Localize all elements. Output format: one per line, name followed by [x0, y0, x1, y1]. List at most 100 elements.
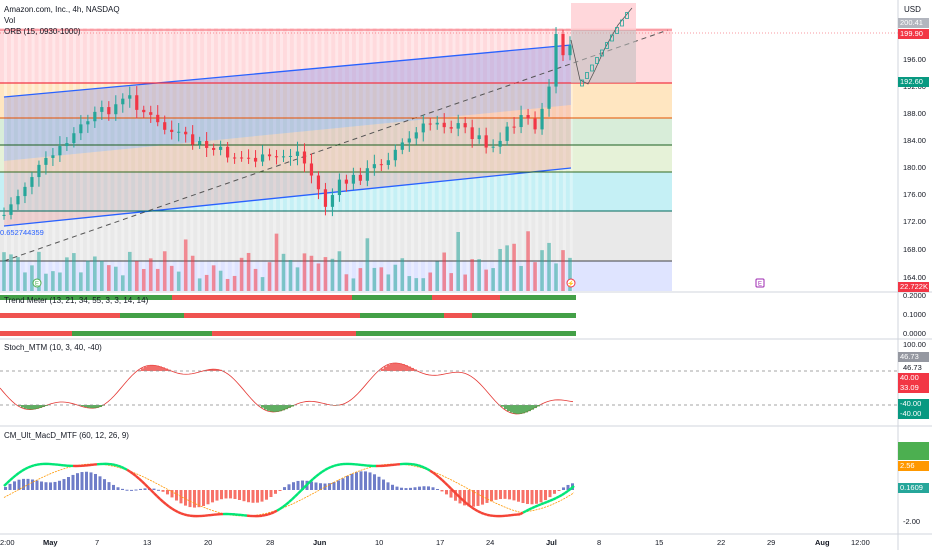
macd-line: [297, 489, 302, 495]
trend-cell-bar2: [288, 313, 292, 318]
trend-cell-bar3: [216, 331, 220, 336]
session-stripe: [528, 0, 532, 534]
trend-cell-bar3: [316, 331, 320, 336]
volume-bar: [155, 268, 160, 291]
volume-bar: [505, 245, 509, 291]
stoch-os-fill: [276, 405, 279, 412]
trend-cell-bar1: [380, 295, 384, 300]
trend-cell-bar2: [400, 313, 404, 318]
volume-legend[interactable]: Vol: [4, 16, 16, 25]
volume-bar: [260, 277, 265, 291]
trend-cell-bar3: [68, 331, 72, 336]
trend-cell-bar3: [412, 331, 416, 336]
macd-hist: [431, 487, 435, 490]
trend-cell-bar1: [160, 295, 164, 300]
orb-legend[interactable]: ORB (15, 0930-1000): [4, 27, 81, 36]
macd-hist: [512, 490, 516, 501]
macd-line: [450, 487, 455, 493]
macd-line: [528, 507, 533, 511]
macd-line: [522, 509, 527, 514]
trend-cell-bar3: [224, 331, 228, 336]
trend-cell-bar1: [516, 295, 520, 300]
macd-hist: [526, 490, 529, 504]
earnings-marker-3[interactable]: E: [755, 278, 765, 288]
stoch-ob-fill: [408, 366, 411, 371]
trend-cell-bar1: [472, 295, 476, 300]
candle-body: [93, 111, 97, 122]
macd-hist: [535, 490, 538, 504]
macd-hist: [98, 476, 102, 490]
trend-cell-bar2: [156, 313, 160, 318]
macd-hist: [359, 471, 363, 490]
trend-cell-bar2: [100, 313, 104, 318]
trend-cell-bar3: [480, 331, 484, 336]
macd-line: [558, 493, 563, 498]
trend-cell-bar1: [504, 295, 508, 300]
macd-line: [432, 471, 437, 476]
trend-cell-bar1: [340, 295, 344, 300]
macd-line: [561, 492, 566, 496]
macd-hist: [89, 472, 93, 490]
zone-blue: [0, 261, 672, 291]
trend-cell-bar3: [200, 331, 204, 336]
forecast-candle: [585, 72, 589, 79]
macd-hist: [386, 482, 390, 490]
trend-cell-bar2: [92, 313, 96, 318]
trend-cell-bar3: [428, 331, 432, 336]
candle-body: [51, 155, 55, 158]
stoch-title[interactable]: Stoch_MTM (10, 3, 40, -40): [4, 343, 102, 352]
stoch-os-fill: [531, 405, 534, 410]
trend-cell-bar3: [140, 331, 144, 336]
trend-cell-bar3: [236, 331, 240, 336]
trend-cell-bar3: [544, 331, 548, 336]
macd-line: [468, 504, 473, 509]
macd-title[interactable]: CM_Ult_MacD_MTF (60, 12, 26, 9): [4, 431, 129, 440]
trend-cell-bar1: [236, 295, 240, 300]
candle-body: [330, 195, 335, 207]
trend-cell-bar1: [108, 295, 112, 300]
trend-cell-bar2: [252, 313, 256, 318]
trend-cell-bar1: [164, 295, 168, 300]
stoch-ob-fill: [168, 369, 171, 371]
macd-hist: [310, 481, 313, 490]
trend-tick: 0.2000: [903, 291, 926, 300]
earnings-marker-2[interactable]: ⚡: [566, 278, 576, 288]
macd-hist: [67, 477, 70, 490]
trend-cell-bar2: [276, 313, 280, 318]
trend-cell-bar3: [4, 331, 8, 336]
trend-cell-bar1: [512, 295, 516, 300]
trend-cell-bar2: [236, 313, 240, 318]
stoch-os-fill: [264, 405, 267, 410]
macd-line: [15, 471, 20, 477]
session-stripe: [438, 0, 442, 534]
trend-cell-bar2: [36, 313, 40, 318]
candle-body: [491, 146, 495, 148]
macd-tick: -2.00: [903, 517, 921, 526]
stoch-ob-fill: [141, 368, 144, 371]
trend-cell-bar2: [16, 313, 20, 318]
trend-cell-bar3: [344, 331, 348, 336]
price-tick: 168.00: [903, 245, 926, 254]
time-tick: Jul: [546, 538, 557, 547]
session-stripe: [314, 0, 318, 534]
trend-cell-bar1: [276, 295, 280, 300]
candle-body: [274, 156, 279, 158]
volume-bar: [190, 255, 195, 291]
trend-cell-bar3: [508, 331, 512, 336]
macd-hist: [301, 480, 304, 490]
macd-hist: [391, 484, 394, 490]
trend-meter-title[interactable]: Trend Meter (13, 21, 34, 55, 3, 3, 14, 1…: [4, 296, 149, 305]
trend-cell-bar1: [412, 295, 416, 300]
stoch-ob-fill: [396, 363, 399, 371]
earnings-marker-1[interactable]: E: [32, 278, 42, 288]
volume-bar: [386, 274, 391, 291]
currency-label[interactable]: USD: [904, 5, 921, 14]
macd-line: [186, 513, 191, 517]
trend-cell-bar2: [180, 313, 184, 318]
trend-cell-bar1: [260, 295, 264, 300]
trend-cell-bar1: [328, 295, 332, 300]
macd-hist: [31, 479, 34, 490]
trend-cell-bar1: [568, 295, 572, 300]
trend-cell-bar1: [392, 295, 396, 300]
